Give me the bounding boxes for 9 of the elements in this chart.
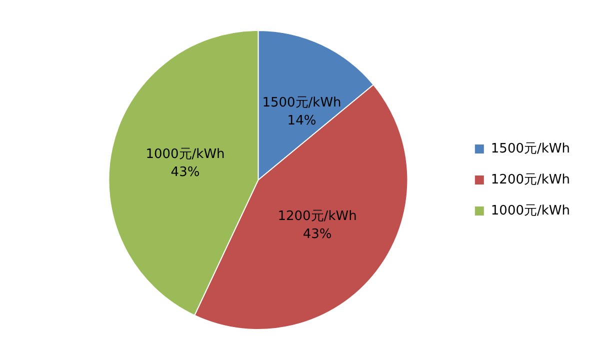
slice-label: 1000元/kWh bbox=[146, 147, 225, 162]
legend-label: 1200元/kWh bbox=[490, 172, 570, 188]
slice-label: 1200元/kWh bbox=[278, 209, 357, 224]
data-label: 14% bbox=[287, 114, 316, 129]
slice-label: 1500元/kWh bbox=[262, 96, 342, 111]
legend-label: 1500元/kWh bbox=[490, 141, 570, 156]
data-label: 43% bbox=[302, 227, 332, 242]
legend-label: 1000元/kWh bbox=[490, 203, 570, 218]
data-label: 43% bbox=[170, 165, 200, 180]
